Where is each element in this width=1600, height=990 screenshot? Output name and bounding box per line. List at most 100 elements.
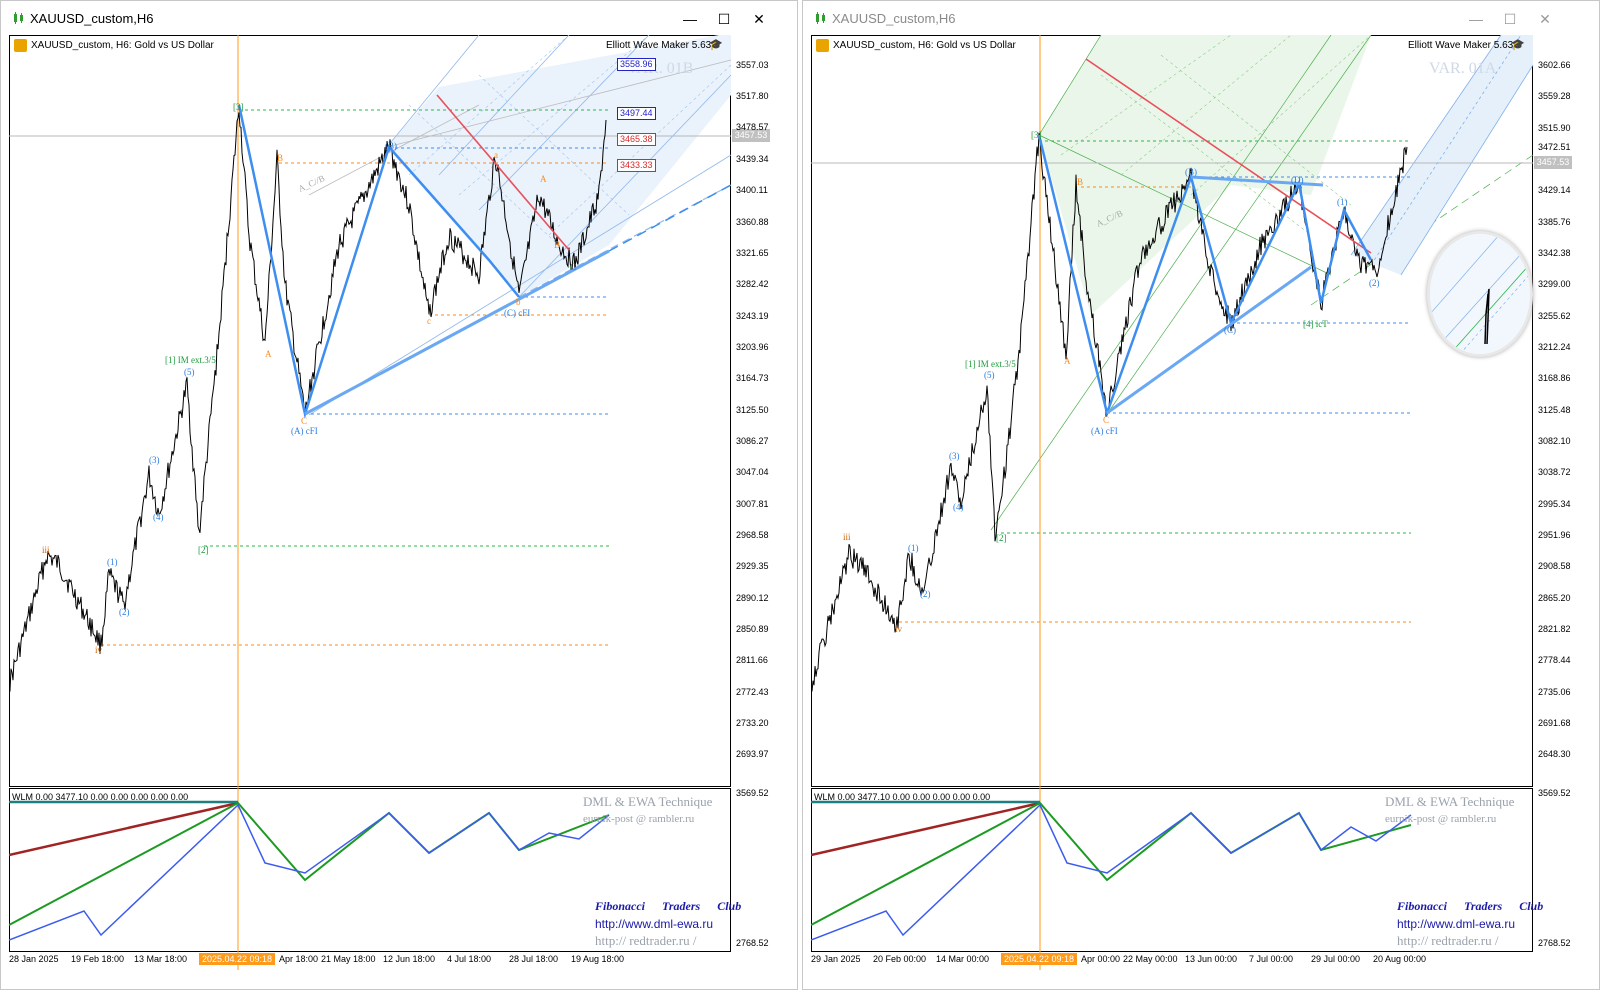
wave-label: (D) bbox=[1291, 175, 1304, 185]
wave-label: b bbox=[516, 297, 521, 307]
elliott-wave-line bbox=[1037, 134, 1373, 418]
wave-label: A bbox=[265, 349, 272, 359]
maximize-button[interactable]: ☐ bbox=[717, 11, 731, 27]
time-tick: 20 Aug 00:00 bbox=[1373, 954, 1427, 964]
time-tick: Apr 00:00 bbox=[1081, 954, 1121, 964]
price-tick: 3559.28 bbox=[1538, 91, 1571, 101]
price-tick: 3299.00 bbox=[1538, 279, 1571, 289]
wave-base-extension bbox=[608, 184, 732, 252]
wave-label: (C) cFI bbox=[504, 308, 530, 318]
price-axis[interactable]: 3457.53 3602.66 3559.28 3515.90 3472.51 … bbox=[1533, 35, 1594, 986]
price-chart[interactable]: iii iv (1) (2) (3) (4) (5) [1] IM ext.3/… bbox=[811, 35, 1594, 986]
wave-label: C bbox=[1103, 415, 1109, 425]
current-price-badge: 3457.53 bbox=[732, 129, 770, 142]
price-tick: 3515.90 bbox=[1538, 123, 1571, 133]
price-box: 3497.44 bbox=[617, 107, 656, 120]
time-tick: 12 Jun 18:00 bbox=[383, 954, 436, 964]
oscillator-red-line bbox=[9, 801, 239, 857]
price-tick: 2929.35 bbox=[736, 561, 769, 571]
price-tick: 3439.34 bbox=[736, 154, 769, 164]
price-tick: 3472.51 bbox=[1538, 142, 1571, 152]
maximize-button[interactable]: ☐ bbox=[1503, 11, 1517, 27]
price-tick: 3203.96 bbox=[736, 342, 769, 352]
wave-label: iii bbox=[42, 545, 50, 555]
price-tick: 3125.50 bbox=[736, 405, 769, 415]
oscillator-green-line bbox=[811, 801, 1412, 926]
wave-label: (A) cFI bbox=[1091, 426, 1118, 436]
price-box: 3558.96 bbox=[617, 58, 656, 71]
chart-canvas[interactable]: iii iv (1) (2) (3) (4) (5) [1] IM ext.3/… bbox=[9, 35, 792, 986]
wave-label: (A) cFI bbox=[291, 426, 318, 436]
minimize-button[interactable]: — bbox=[1469, 11, 1483, 27]
price-tick: 2821.82 bbox=[1538, 624, 1571, 634]
price-tick: 3047.04 bbox=[736, 467, 769, 477]
chart-candles-icon bbox=[816, 12, 825, 24]
sub-panel-frame bbox=[811, 788, 1533, 952]
price-tick: 3086.27 bbox=[736, 436, 769, 446]
wave-top-line bbox=[1190, 175, 1324, 187]
wave-label: [3] bbox=[1031, 130, 1042, 140]
wave-label: (2) bbox=[119, 607, 130, 617]
ewm-label: Elliott Wave Maker 5.63 bbox=[606, 40, 712, 51]
wave-label: A bbox=[1064, 356, 1071, 366]
subwindow-indicator-label: WLM 0.00 3477.10 0.00 0.00 0.00 0.00 0.0… bbox=[12, 792, 189, 802]
wave-label: A_C//B bbox=[297, 173, 327, 194]
magnifier-view bbox=[1430, 234, 1530, 354]
fib-channel bbox=[387, 35, 731, 297]
wave-label: (1) bbox=[1337, 197, 1348, 207]
green-grid-lines bbox=[1060, 35, 1372, 236]
price-tick: 2908.58 bbox=[1538, 561, 1571, 571]
price-tick: 3517.80 bbox=[736, 91, 769, 101]
variant-label: VAR. 01A bbox=[1429, 60, 1497, 77]
blue-fib-channel bbox=[1351, 35, 1533, 275]
time-tick: 21 May 18:00 bbox=[321, 954, 376, 964]
time-axis[interactable]: 28 Jan 2025 19 Feb 18:00 13 Mar 18:00 20… bbox=[9, 952, 731, 970]
time-tick: 29 Jul 00:00 bbox=[1311, 954, 1361, 964]
wave-label: [2] bbox=[198, 545, 209, 555]
wave-label: C bbox=[570, 262, 576, 272]
price-chart[interactable]: iii iv (1) (2) (3) (4) (5) [1] IM ext.3/… bbox=[9, 35, 792, 986]
time-marker-badge: 2025.04.22 09:18 bbox=[1001, 953, 1078, 965]
sub-tick: 3569.52 bbox=[1538, 788, 1571, 798]
price-tick: 3429.14 bbox=[1538, 185, 1571, 195]
time-axis[interactable]: 29 Jan 2025 20 Feb 00:00 14 Mar 00:00 20… bbox=[811, 952, 1533, 970]
wave-label: (1) bbox=[908, 543, 919, 553]
price-tick: 3557.03 bbox=[736, 60, 769, 70]
wave-label: [4] icT bbox=[1303, 319, 1328, 329]
price-tick: 2890.12 bbox=[736, 593, 769, 603]
graduation-cap-icon[interactable]: 🎓 bbox=[1511, 39, 1525, 51]
title-bar[interactable]: XAUUSD_custom,H6 — ☐ ✕ bbox=[1, 1, 797, 35]
chart-window-right[interactable]: XAUUSD_custom,H6 — ☐ ✕ bbox=[802, 0, 1600, 990]
red-trend-line bbox=[1085, 58, 1372, 254]
wave-label: (2) bbox=[920, 589, 931, 599]
watermark-email: eurnik-post @ rambler.ru bbox=[1385, 813, 1497, 825]
symbol-icon bbox=[14, 39, 27, 52]
graduation-cap-icon[interactable]: 🎓 bbox=[709, 39, 723, 51]
window-title: XAUUSD_custom,H6 bbox=[832, 11, 956, 26]
close-button[interactable]: ✕ bbox=[753, 11, 765, 27]
price-box: 3433.33 bbox=[617, 159, 656, 172]
watermark-url: http://www.dml-ewa.ru bbox=[1397, 917, 1516, 931]
minimize-button[interactable]: — bbox=[683, 11, 697, 27]
blue-channel-lines bbox=[1350, 35, 1534, 276]
price-tick: 3478.57 bbox=[736, 122, 769, 132]
wave-label: (5) bbox=[184, 367, 195, 377]
price-axis[interactable]: 3457.53 3557.03 3517.80 3478.57 3439.34 … bbox=[731, 35, 792, 986]
price-tick: 2850.89 bbox=[736, 624, 769, 634]
time-tick: 22 May 00:00 bbox=[1123, 954, 1178, 964]
title-bar[interactable]: XAUUSD_custom,H6 — ☐ ✕ bbox=[803, 1, 1599, 35]
price-tick: 2811.66 bbox=[736, 655, 768, 665]
chart-window-left[interactable]: XAUUSD_custom,H6 — ☐ ✕ bbox=[0, 0, 798, 990]
wave-label: C bbox=[301, 416, 307, 426]
sub-tick: 2768.52 bbox=[1538, 938, 1571, 948]
wave-label: (4) bbox=[153, 512, 164, 522]
price-tick: 2995.34 bbox=[1538, 499, 1571, 509]
wave-label: (3) bbox=[949, 451, 960, 461]
price-tick: 3125.48 bbox=[1538, 405, 1571, 415]
close-button[interactable]: ✕ bbox=[1539, 11, 1551, 27]
ewm-label: Elliott Wave Maker 5.63 bbox=[1408, 40, 1514, 51]
price-tick: 3321.65 bbox=[736, 248, 769, 258]
price-tick: 3255.62 bbox=[1538, 311, 1571, 321]
chart-canvas[interactable]: iii iv (1) (2) (3) (4) (5) [1] IM ext.3/… bbox=[811, 35, 1594, 986]
green-fib-channel bbox=[1039, 35, 1371, 315]
